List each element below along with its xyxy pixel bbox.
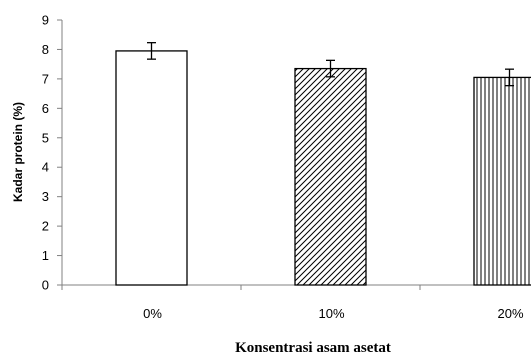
- x-category-label: 0%: [143, 306, 162, 321]
- x-category-label: 20%: [497, 306, 523, 321]
- y-tick-label: 9: [42, 13, 49, 28]
- y-tick-label: 3: [42, 189, 49, 204]
- y-tick-label: 8: [42, 42, 49, 57]
- bars: [115, 50, 531, 286]
- labels: 0 1 2 3 4 5 6 7 8 9 0% 10% 20%: [42, 13, 524, 322]
- y-tick-label: 5: [42, 130, 49, 145]
- y-tick-label: 0: [42, 278, 49, 293]
- bar-10pct: [294, 67, 367, 286]
- bar-20pct: [473, 76, 531, 286]
- error-bars: [147, 42, 514, 87]
- y-tick-label: 4: [42, 160, 49, 175]
- y-tick-label: 7: [42, 71, 49, 86]
- bar-0pct: [115, 50, 188, 286]
- x-category-label: 10%: [318, 306, 344, 321]
- y-axis-title: Kadar protein (%): [11, 102, 25, 202]
- x-axis-title: Konsentrasi asam asetat: [235, 340, 391, 354]
- y-tick-label: 6: [42, 101, 49, 116]
- y-tick-label: 1: [42, 248, 49, 263]
- y-tick-label: 2: [42, 219, 49, 234]
